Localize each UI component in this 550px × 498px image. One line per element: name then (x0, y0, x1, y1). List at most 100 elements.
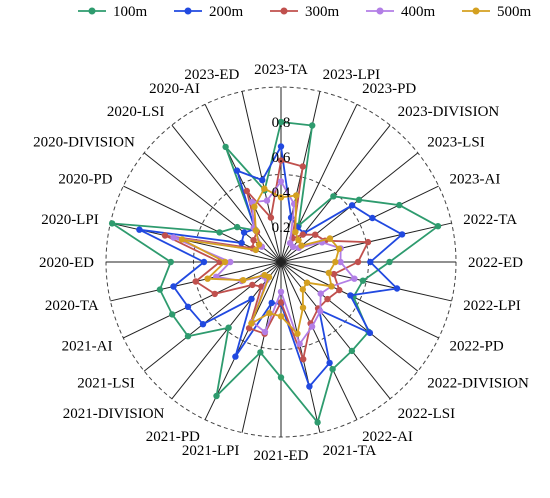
point-500m-2022-ta (335, 245, 343, 252)
point-500m-2020-lpi (178, 236, 186, 243)
point-300m-2023-ta (277, 157, 285, 164)
point-200m-2022-ed (367, 258, 374, 266)
point-200m-2022-division (366, 329, 374, 337)
axis-label-2022-lsi: 2022-LSI (398, 406, 456, 422)
point-400m-2023-division (289, 243, 297, 251)
point-500m-2020-ai (251, 203, 258, 210)
point-100m-2021-lpi (257, 349, 264, 356)
point-300m-2020-ta (192, 278, 199, 285)
tick-label: 0.8 (272, 115, 291, 131)
point-100m-2022-lpi (359, 277, 367, 284)
point-500m-2020-ed (221, 258, 229, 266)
point-100m-2023-lsi (355, 196, 363, 203)
point-100m-2021-ai (169, 311, 176, 318)
point-400m-2022-lpi (351, 275, 358, 282)
axis-label-2023-division: 2023-DIVISION (398, 104, 500, 120)
spoke-2020-ai (204, 104, 282, 263)
spoke-2021-lpi (241, 261, 282, 433)
point-500m-2022-division (303, 279, 311, 286)
point-300m-2022-pd (336, 286, 343, 294)
point-500m-2021-ta (294, 330, 301, 337)
legend-label-100m: 100m (113, 4, 148, 20)
point-500m-2021-lsi (261, 271, 268, 279)
axis-label-2020-lsi: 2020-LSI (107, 104, 165, 120)
axis-label-2021-ta: 2021-TA (323, 443, 377, 459)
point-500m-2023-division (295, 236, 302, 244)
axis-label-2021-lsi: 2021-LSI (77, 375, 135, 391)
point-500m-2021-pd (248, 320, 255, 327)
radar-series (108, 118, 442, 426)
point-200m-2022-pd (347, 292, 354, 299)
point-200m-2020-ed (200, 258, 208, 266)
point-400m-2023-ed (263, 197, 271, 204)
point-500m-2021-ed (277, 313, 285, 320)
spoke-2021-ai (123, 261, 282, 339)
spoke-2020-lsi (171, 124, 282, 263)
point-200m-2021-pd (232, 353, 239, 360)
point-400m-2021-ed (277, 288, 285, 295)
legend-label-400m: 400m (401, 4, 436, 20)
point-300m-2021-ta (300, 356, 307, 363)
point-100m-2020-ed (167, 258, 174, 266)
point-500m-2023-lpi (293, 192, 300, 199)
spoke-2022-division (280, 261, 419, 372)
point-500m-2022-ai (299, 304, 307, 311)
spoke-2022-lsi (280, 261, 391, 400)
legend-marker-200m (184, 7, 192, 15)
point-300m-2023-division (299, 231, 306, 238)
point-500m-2023-lsi (298, 242, 305, 249)
point-400m-2022-lsi (317, 308, 324, 315)
point-100m-2021-ed (277, 374, 285, 381)
point-500m-2023-ta (277, 194, 285, 201)
axis-label-2021-ed: 2021-ED (254, 448, 309, 464)
axis-label-2020-ed: 2020-ED (39, 255, 94, 271)
point-100m-2021-lsi (184, 333, 192, 340)
legend: 100m 200m 300m 400m 500m (78, 4, 532, 20)
point-500m-2022-ed (332, 258, 339, 266)
axis-label-2023-ed: 2023-ED (184, 67, 239, 83)
tick-label: 0.6 (272, 150, 291, 166)
axis-label-2020-pd: 2020-PD (58, 171, 112, 187)
point-500m-2021-ai (240, 277, 247, 284)
point-100m-2023-ta (277, 118, 285, 126)
point-300m-2022-division (324, 295, 331, 303)
axis-label-2021-division: 2021-DIVISION (63, 406, 165, 422)
point-200m-2023-ed (259, 176, 266, 184)
point-100m-2022-ed (386, 258, 393, 266)
axis-label-2022-ta: 2022-TA (463, 212, 517, 228)
point-500m-2023-ai (326, 235, 334, 242)
spoke-2022-ai (280, 261, 358, 420)
axis-label-2022-lpi: 2022-LPI (463, 298, 521, 314)
axis-label-2023-pd: 2023-PD (362, 81, 416, 97)
point-200m-2022-lpi (393, 285, 401, 292)
point-300m-2021-lsi (249, 281, 256, 289)
point-400m-2022-ed (337, 258, 344, 266)
legend-label-500m: 500m (497, 4, 532, 20)
legend-marker-300m (280, 7, 288, 15)
legend-marker-400m (376, 7, 384, 15)
point-500m-2020-pd (252, 246, 259, 254)
point-200m-2020-ta (170, 283, 177, 290)
point-200m-2022-ta (398, 231, 406, 238)
point-300m-2021-ai (211, 290, 218, 298)
point-500m-2022-lpi (325, 269, 332, 277)
point-300m-2023-ed (267, 214, 275, 221)
axis-label-2021-lpi: 2021-LPI (182, 443, 240, 459)
legend-label-200m: 200m (209, 4, 244, 20)
point-100m-2021-pd (213, 392, 220, 400)
point-400m-2022-ai (308, 323, 316, 330)
point-300m-2021-ed (277, 299, 285, 306)
legend-label-300m: 300m (305, 4, 340, 20)
axis-label-2023-lsi: 2023-LSI (427, 135, 485, 151)
spoke-2021-lsi (143, 261, 282, 372)
axis-label-2020-lpi: 2020-LPI (41, 212, 99, 228)
point-200m-2021-ta (306, 383, 313, 390)
radar-grid (105, 86, 457, 438)
tick-label: 0.2 (272, 220, 291, 236)
point-100m-2021-ta (314, 419, 321, 426)
point-200m-2023-ta (277, 143, 285, 150)
point-400m-2023-ta (277, 178, 285, 185)
point-300m-2023-lpi (299, 163, 306, 170)
